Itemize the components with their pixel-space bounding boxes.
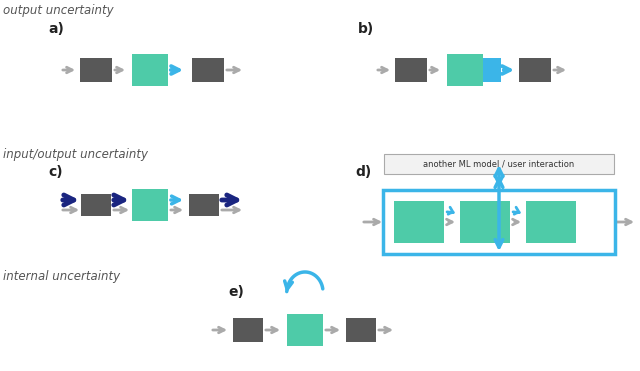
Bar — [394, 201, 444, 243]
Bar — [483, 58, 501, 82]
Text: internal uncertainty: internal uncertainty — [3, 270, 120, 283]
Text: output uncertainty: output uncertainty — [3, 4, 114, 17]
Text: e): e) — [228, 285, 244, 299]
Bar — [233, 318, 263, 342]
Bar — [460, 201, 510, 243]
FancyBboxPatch shape — [384, 154, 614, 174]
Bar — [81, 194, 111, 216]
Text: d): d) — [355, 165, 371, 179]
Bar — [189, 194, 219, 216]
Bar — [132, 54, 168, 86]
Text: b): b) — [358, 22, 374, 36]
Bar — [192, 58, 224, 82]
Bar — [383, 190, 615, 254]
Bar — [346, 318, 376, 342]
Text: another ML model / user interaction: another ML model / user interaction — [424, 160, 575, 168]
Bar — [395, 58, 427, 82]
Bar — [447, 54, 483, 86]
Text: input/output uncertainty: input/output uncertainty — [3, 148, 148, 161]
Bar — [526, 201, 576, 243]
Bar — [132, 189, 168, 221]
Bar — [80, 58, 112, 82]
Bar — [519, 58, 551, 82]
Text: c): c) — [48, 165, 63, 179]
Text: a): a) — [48, 22, 64, 36]
Bar — [287, 314, 323, 346]
